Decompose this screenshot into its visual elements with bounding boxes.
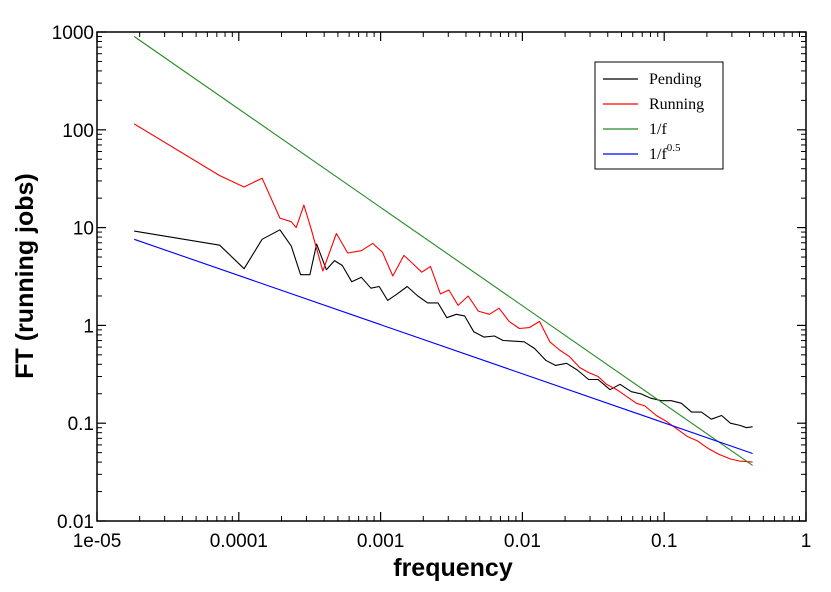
legend-label: Pending — [649, 71, 701, 88]
series-line-4-1-f0-5 — [134, 238, 753, 455]
legend-label: 1/f — [649, 121, 667, 138]
axis-ticks — [96, 31, 807, 522]
x-tick-label: 0.1 — [651, 531, 677, 552]
legend-box — [594, 61, 724, 170]
series-line-3-1-f — [133, 36, 753, 466]
axis-tick-labels: 1e-05 0.0001 0.001 0.01 0.1 1 0.01 0.1 1 10 100 100… — [52, 23, 812, 552]
y-tick-label: 1 — [83, 316, 94, 337]
x-tick-label: 0.01 — [504, 531, 541, 552]
series-line-2-running — [133, 123, 753, 463]
x-tick-label: 0.001 — [357, 531, 405, 552]
y-tick-label: 10 — [73, 219, 94, 240]
legend-label: Running — [649, 96, 704, 113]
x-axis-title: frequency — [393, 554, 513, 582]
legend-label-superscript: 0.5 — [667, 142, 681, 154]
plot-frame — [96, 31, 807, 522]
y-tick-label: 100 — [62, 121, 94, 142]
y-tick-label: 0.01 — [57, 512, 94, 533]
series-line-1-pending — [134, 229, 753, 429]
series-layer — [133, 36, 753, 466]
y-tick-label: 0.1 — [68, 414, 94, 435]
y-axis-title: FT (running jobs) — [11, 173, 39, 379]
x-tick-label: 1e-05 — [73, 531, 122, 552]
y-tick-label: 1000 — [52, 23, 94, 44]
x-tick-label: 0.0001 — [210, 531, 268, 552]
x-tick-label: 1 — [801, 531, 812, 552]
